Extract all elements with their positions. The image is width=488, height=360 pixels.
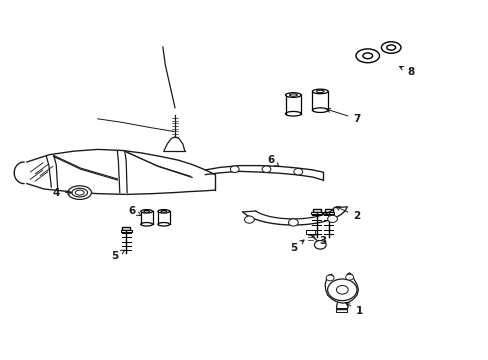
Circle shape [262,166,270,172]
Text: 6: 6 [267,155,278,167]
Bar [311,212,322,214]
Ellipse shape [75,190,84,195]
Bar [312,209,320,212]
Bar [121,230,131,232]
Circle shape [293,168,302,175]
Circle shape [327,279,356,301]
Circle shape [336,285,347,294]
Ellipse shape [143,211,149,212]
Text: 7: 7 [326,108,360,124]
Ellipse shape [289,94,297,96]
Ellipse shape [158,210,169,213]
Ellipse shape [316,90,324,93]
Text: 5: 5 [289,240,304,253]
Ellipse shape [68,186,91,199]
Bar [324,209,332,212]
Circle shape [327,215,337,222]
Ellipse shape [158,222,169,226]
Ellipse shape [355,49,379,63]
Circle shape [288,219,298,226]
Text: 4: 4 [52,188,72,198]
Ellipse shape [312,89,327,94]
Bar [336,308,346,312]
Text: 2: 2 [335,207,360,221]
Text: 5: 5 [111,250,124,261]
Circle shape [230,166,239,172]
Ellipse shape [161,211,166,212]
Text: 3: 3 [312,235,325,246]
Text: 8: 8 [399,67,413,77]
Circle shape [325,275,333,281]
Circle shape [244,216,254,223]
Circle shape [345,274,353,280]
Ellipse shape [72,188,87,197]
Ellipse shape [141,210,152,213]
Ellipse shape [285,93,301,97]
Ellipse shape [362,53,372,59]
Ellipse shape [386,45,395,50]
Text: 6: 6 [128,206,141,216]
Ellipse shape [285,112,301,116]
Bar [122,227,130,230]
Bar [323,212,333,214]
Ellipse shape [381,42,400,53]
Ellipse shape [141,222,152,226]
Circle shape [314,240,325,249]
Ellipse shape [312,108,327,112]
Text: 1: 1 [345,303,362,316]
Bar [305,230,315,234]
